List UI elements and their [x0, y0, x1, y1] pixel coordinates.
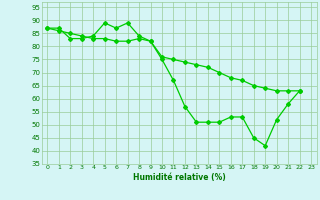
X-axis label: Humidité relative (%): Humidité relative (%) — [133, 173, 226, 182]
